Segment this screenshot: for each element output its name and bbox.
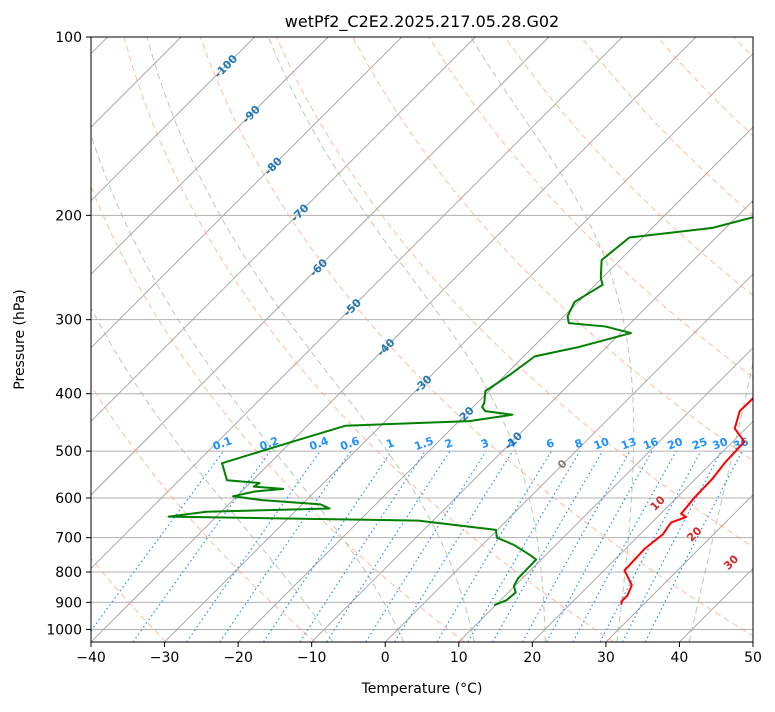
mixing-ratio-label: 0.6 — [338, 434, 361, 453]
profiles-layer — [167, 201, 753, 607]
dry-adiabat — [91, 384, 316, 642]
mixing-ratio-line — [572, 450, 677, 642]
mixing-ratio-label: 25 — [690, 435, 709, 452]
mixing-ratio-label: 3 — [479, 436, 491, 451]
mixing-ratio-label: 8 — [573, 436, 585, 451]
mixing-ratio-line — [436, 450, 553, 642]
mixing-ratio-label: 1 — [385, 436, 397, 451]
mixing-ratio-label: 10 — [592, 435, 611, 453]
dry-adiabat — [428, 37, 753, 378]
mixing-ratio-label: 0.4 — [308, 434, 331, 453]
x-tick-label: 10 — [450, 650, 468, 666]
x-tick-label: −10 — [297, 650, 327, 666]
mixing-ratio-line — [394, 450, 514, 642]
isotherm-line — [91, 37, 550, 496]
mixing-ratio-label: 0.1 — [211, 434, 234, 453]
mixing-ratio-line — [132, 450, 271, 642]
y-tick-label: 500 — [55, 444, 82, 460]
isotherm-line — [384, 273, 753, 642]
dry-adiabat — [352, 37, 753, 462]
isotherm-line — [531, 420, 753, 642]
y-tick-label: 600 — [55, 491, 82, 507]
mixing-ratio-label: 4 — [506, 436, 518, 451]
mixing-ratio-label: 30 — [711, 435, 730, 453]
isotherm-line — [605, 494, 753, 642]
dry-adiabat — [91, 185, 465, 642]
dewpoint-profile — [167, 201, 753, 607]
isotherm-line — [91, 37, 697, 642]
mixing-ratio-line — [326, 450, 451, 642]
isotherm-line — [311, 199, 753, 642]
moist-adiabat — [91, 133, 405, 642]
dry-adiabat — [123, 37, 614, 642]
y-tick-label: 700 — [55, 531, 82, 547]
mixing-ratio-line — [299, 450, 426, 642]
isotherm-line — [91, 37, 329, 275]
moist-adiabat — [267, 37, 546, 642]
moist-adiabat — [146, 37, 475, 642]
mixing-ratio-line — [365, 450, 487, 642]
isotherm-line — [91, 37, 403, 349]
mixing-ratio-line — [599, 450, 702, 642]
plot-frame — [90, 36, 754, 643]
dry-adiabat — [504, 37, 753, 296]
x-tick-label: 20 — [523, 650, 541, 666]
mixing-ratio-line — [219, 450, 352, 642]
y-tick-label: 400 — [55, 387, 82, 403]
mixing-ratio-label: 16 — [641, 435, 660, 453]
isotherm-line — [458, 347, 753, 642]
x-axis-label: Temperature (°C) — [361, 681, 483, 697]
mixing-ratio-label: 20 — [666, 435, 685, 453]
temperature-profile — [620, 396, 753, 605]
moist-adiabat — [688, 360, 753, 642]
mixing-ratio-line — [186, 450, 321, 642]
mixing-ratio-label: 6 — [544, 436, 556, 451]
isotherm-line — [91, 37, 476, 423]
y-tick-label: 100 — [55, 30, 82, 46]
x-tick-label: 0 — [381, 650, 390, 666]
y-tick-label: 1000 — [46, 622, 82, 638]
y-tick-label: 200 — [55, 208, 82, 224]
x-tick-label: −20 — [223, 650, 253, 666]
mixing-ratio-line — [467, 450, 581, 642]
mixing-ratio-label: 0.2 — [258, 434, 281, 453]
y-axis-label: Pressure (hPa) — [12, 289, 28, 389]
y-tick-label: 300 — [55, 313, 82, 329]
x-tick-label: 50 — [744, 650, 762, 666]
isotherm-line — [164, 52, 753, 642]
moist-adiabat — [91, 307, 334, 642]
x-tick-label: 30 — [597, 650, 615, 666]
axes-layer: −40 −30 −20 −10 0 10 20 30 40 5010020030040050060… — [46, 30, 762, 666]
y-tick-label: 800 — [55, 565, 82, 581]
isotherm-line — [91, 37, 623, 570]
mixing-ratio-label: 13 — [619, 435, 638, 452]
reference-lines-layer — [91, 37, 753, 642]
dry-adiabat — [275, 37, 753, 548]
mixing-ratio-label: 2 — [443, 436, 455, 451]
mixing-ratio-label: 36 — [731, 435, 750, 453]
y-tick-label: 900 — [55, 595, 82, 611]
x-tick-label: −40 — [76, 650, 106, 666]
mixing-ratio-label: 1.5 — [413, 434, 436, 453]
dry-adiabat — [199, 37, 753, 637]
x-tick-label: 40 — [671, 650, 689, 666]
isotherm-line — [237, 126, 753, 642]
chart-title: wetPf2_C2E2.2025.217.05.28.G02 — [285, 12, 559, 32]
mixing-ratio-line — [263, 450, 393, 642]
isotherm-line — [91, 37, 256, 202]
x-tick-label: −30 — [150, 650, 180, 666]
grid-layer — [91, 37, 753, 642]
